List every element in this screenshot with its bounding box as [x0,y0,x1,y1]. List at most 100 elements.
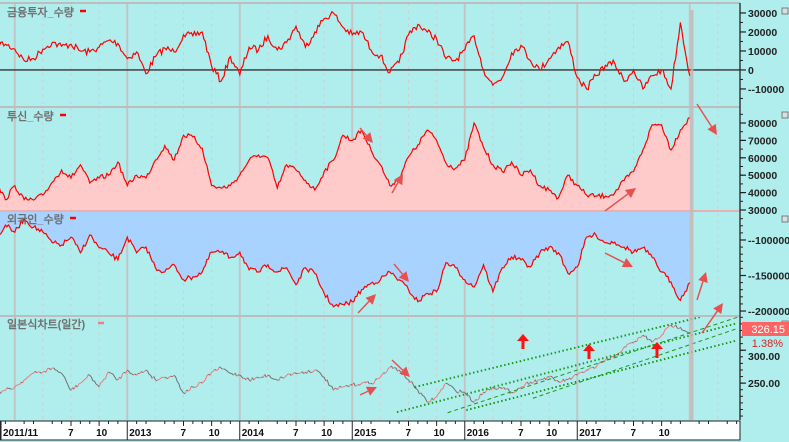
price-segment [187,389,190,392]
price-segment [408,379,411,383]
price-segment [315,369,319,372]
price-segment [591,366,594,369]
price-segment [212,368,216,372]
price-segment [108,371,111,374]
price-segment [40,371,44,374]
price-segment [26,376,30,378]
price-segment [211,370,214,373]
annotation-arrow-icon [696,103,717,135]
price-segment [145,369,148,372]
price-segment [158,378,161,381]
price-segment [173,374,177,378]
price-segment [19,381,22,385]
price-segment [651,340,655,343]
price-segment [239,374,242,377]
price-segment [30,373,33,376]
price-segment [551,376,555,380]
price-segment [225,369,228,372]
price-segment [81,380,84,383]
price-segment [36,371,39,374]
price-segment [459,389,463,393]
channel-line-dotted [396,322,738,414]
price-segment [4,387,8,391]
price-segment [473,399,477,403]
series-line-financial-investment [0,10,691,91]
price-segment [8,387,11,390]
price-segment [294,372,297,374]
price-segment [578,372,581,374]
price-segment [425,398,428,403]
price-segment [50,367,53,371]
price-segment [502,387,505,389]
price-segment [661,334,664,336]
price-segment [289,373,292,376]
y-tick-label: 50000 [748,170,777,182]
price-segment [250,377,253,382]
price-segment [394,367,397,369]
price-segment [572,375,575,378]
change-percent: 1.38% [752,338,783,350]
panel-maximize-icon[interactable] [781,215,789,223]
price-segment [290,373,294,376]
y-tick-label: 20000 [748,27,777,39]
price-segment [150,374,153,379]
annotations [357,103,723,396]
price-segment [484,390,488,394]
price-segment [550,375,553,378]
price-segment [628,342,631,345]
arrow-head [517,334,529,341]
arrow-shaft [696,281,704,301]
price-segment [106,371,109,375]
price-segment [337,385,341,390]
signal-up-arrow-icon [583,344,595,359]
price-segment [372,382,375,385]
panel-maximize-icon[interactable] [781,7,789,15]
price-segment [186,389,189,392]
price-segment [201,381,205,384]
price-segment [228,372,231,374]
arrow-head [651,342,663,349]
price-segment [478,393,481,400]
price-segment [362,381,365,384]
price-segment [206,373,209,376]
price-segment [616,353,619,356]
arrow-head [621,258,633,267]
price-segment [406,378,409,381]
price-segment [667,325,670,328]
arrow-head [583,344,595,351]
price-segment [153,376,156,381]
price-segment [95,383,98,386]
price-segment [319,371,322,375]
price-segment [286,373,289,376]
price-segment [684,330,687,333]
price-segment [333,387,336,391]
price-segment [465,394,469,397]
price-segment [84,377,87,380]
price-segment [42,370,45,373]
y-tick-label: --10000 [748,84,784,96]
price-segment [70,387,73,391]
price-segment [656,337,659,340]
series-area-investment-trust [0,117,690,210]
price-segment [437,391,441,395]
price-segment [638,336,640,339]
price-segment [392,367,395,370]
price-segment [93,380,97,385]
y-tick-label: 80000 [748,118,777,130]
price-segment [508,388,511,394]
x-tick-label: 2011/11 [3,428,38,439]
price-segment [444,382,447,385]
price-segment [100,381,103,384]
price-segment [675,324,678,329]
arrow-head [399,366,410,377]
panel-maximize-icon[interactable] [781,111,789,119]
y-tick-label: 70000 [748,135,777,147]
price-segment [622,346,625,350]
price-segment [411,381,414,385]
price-segment [605,358,608,361]
price-segment [159,377,162,380]
price-segment [65,381,69,385]
y-tick-label: 0 [748,65,754,77]
price-segment [511,391,514,394]
